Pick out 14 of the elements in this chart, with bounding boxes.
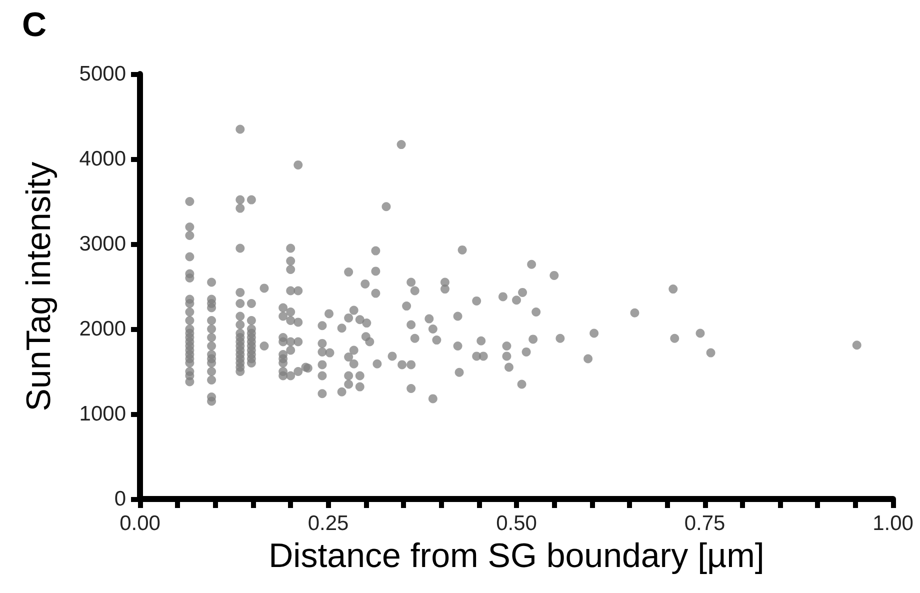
y-tick-label: 3000: [79, 232, 126, 256]
text: C: [22, 6, 47, 44]
y-axis-title: SunTag intensity: [20, 162, 58, 412]
y-tick-label: 0: [114, 488, 126, 510]
x-tick-label: 0.00: [120, 512, 160, 535]
y-tick-label: 4000: [79, 148, 126, 170]
x-axis-title: Distance from SG boundary [µm]: [268, 537, 764, 575]
x-tick-label: 1.00: [872, 512, 914, 535]
x-tick-label: 0.50: [496, 512, 537, 535]
y-tick-label: 1000: [79, 402, 126, 426]
x-tick-label: 0.75: [684, 512, 726, 535]
x-tick-label: 0.25: [308, 512, 349, 535]
y-tick-label: 2000: [79, 318, 126, 340]
y-tick-label: 5000: [79, 62, 126, 86]
